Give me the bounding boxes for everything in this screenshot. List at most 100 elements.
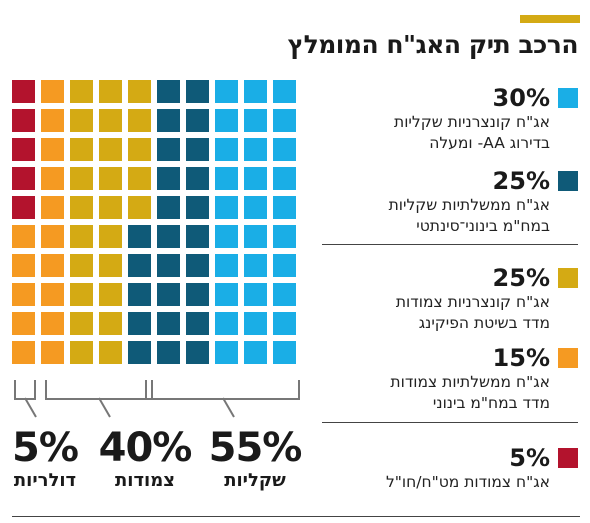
waffle-cell xyxy=(41,225,64,248)
legend-item: 30% אג"ח קונצרניות שקליות בדירוג AA- ומע… xyxy=(394,84,578,154)
waffle-cell xyxy=(70,138,93,161)
chart-title: הרכב תיק האג"ח המומלץ xyxy=(287,30,579,59)
waffle-cell xyxy=(41,254,64,277)
brace-stem-dollar xyxy=(24,397,37,418)
waffle-cell xyxy=(273,312,296,335)
legend-item: 25% אג"ח קונצרניות צמודות מדד בשיטת הפיק… xyxy=(396,264,578,334)
brace-stem-shekel xyxy=(222,397,235,418)
waffle-cell xyxy=(244,80,267,103)
waffle-cell xyxy=(12,167,35,190)
legend-desc-line: אג"ח צמודות מט"ח/חו"ל xyxy=(385,473,550,491)
legend-swatch xyxy=(558,171,578,191)
waffle-cell xyxy=(273,138,296,161)
waffle-cell xyxy=(157,254,180,277)
waffle-cell xyxy=(273,341,296,364)
waffle-cell xyxy=(70,312,93,335)
waffle-cell xyxy=(70,196,93,219)
waffle-cell xyxy=(215,225,238,248)
group-label-dollar: דולריות xyxy=(13,470,77,491)
legend-desc-line: מדד במח"מ בינוני xyxy=(432,394,550,412)
waffle-cell xyxy=(41,138,64,161)
waffle-cell xyxy=(70,254,93,277)
legend-desc-line: אג"ח ממשלתיות שקליות xyxy=(388,196,550,214)
waffle-cell xyxy=(186,341,209,364)
waffle-cell xyxy=(244,167,267,190)
waffle-cell xyxy=(215,80,238,103)
waffle-cell xyxy=(12,254,35,277)
waffle-cell xyxy=(215,167,238,190)
waffle-cell xyxy=(12,138,35,161)
waffle-cell xyxy=(99,283,122,306)
waffle-cell xyxy=(128,283,151,306)
waffle-cell xyxy=(157,80,180,103)
waffle-cell xyxy=(157,167,180,190)
legend-item: 5% אג"ח צמודות מט"ח/חו"ל xyxy=(386,444,578,493)
waffle-cell xyxy=(128,225,151,248)
waffle-cell xyxy=(244,341,267,364)
waffle-cell xyxy=(244,138,267,161)
waffle-cell xyxy=(215,312,238,335)
waffle-cell xyxy=(41,312,64,335)
legend-desc-line: במח"מ בינוני־סינתטי xyxy=(416,217,550,235)
waffle-cell xyxy=(157,341,180,364)
brace-stem-linked xyxy=(98,397,111,418)
waffle-cell xyxy=(41,80,64,103)
legend-pct: 15% xyxy=(492,344,550,372)
waffle-cell xyxy=(186,312,209,335)
waffle-cell xyxy=(12,80,35,103)
waffle-cell xyxy=(99,341,122,364)
legend-swatch xyxy=(558,88,578,108)
waffle-cell xyxy=(70,80,93,103)
legend-swatch xyxy=(558,448,578,468)
waffle-cell xyxy=(128,196,151,219)
waffle-cell xyxy=(244,312,267,335)
waffle-cell xyxy=(128,312,151,335)
waffle-cell xyxy=(99,109,122,132)
waffle-cell xyxy=(157,109,180,132)
waffle-cell xyxy=(12,109,35,132)
waffle-cell xyxy=(244,109,267,132)
waffle-cell xyxy=(99,312,122,335)
waffle-cell xyxy=(273,167,296,190)
waffle-cell xyxy=(215,196,238,219)
waffle-cell xyxy=(244,196,267,219)
waffle-cell xyxy=(12,341,35,364)
waffle-cell xyxy=(157,138,180,161)
waffle-grid xyxy=(12,80,302,370)
waffle-cell xyxy=(186,196,209,219)
legend-item: 15% אג"ח ממשלתיות צמודות מדד במח"מ בינונ… xyxy=(390,344,578,414)
waffle-cell xyxy=(99,254,122,277)
waffle-cell xyxy=(186,138,209,161)
waffle-cell xyxy=(215,254,238,277)
waffle-cell xyxy=(186,109,209,132)
legend-pct: 25% xyxy=(492,264,550,292)
waffle-cell xyxy=(157,225,180,248)
waffle-cell xyxy=(128,109,151,132)
waffle-cell xyxy=(41,109,64,132)
waffle-cell xyxy=(273,80,296,103)
waffle-cell xyxy=(99,167,122,190)
waffle-cell xyxy=(128,80,151,103)
waffle-cell xyxy=(12,283,35,306)
waffle-cell xyxy=(186,225,209,248)
legend-item: 25% אג"ח ממשלתיות שקליות במח"מ בינוני־סי… xyxy=(389,167,578,237)
bottom-rule xyxy=(12,516,580,517)
waffle-cell xyxy=(70,283,93,306)
legend-desc-line: אג"ח קונצרניות שקליות xyxy=(394,113,550,131)
waffle-cell xyxy=(70,167,93,190)
waffle-cell xyxy=(41,167,64,190)
legend-desc-line: אג"ח ממשלתיות צמודות xyxy=(390,373,550,391)
legend-desc-line: אג"ח קונצרניות צמודות xyxy=(395,293,550,311)
waffle-cell xyxy=(41,283,64,306)
waffle-cell xyxy=(70,225,93,248)
waffle-cell xyxy=(244,225,267,248)
accent-bar xyxy=(520,15,580,23)
waffle-cell xyxy=(128,167,151,190)
group-pct-dollar: 5% xyxy=(12,425,79,471)
legend-pct: 25% xyxy=(492,167,550,195)
waffle-cell xyxy=(273,283,296,306)
waffle-cell xyxy=(273,196,296,219)
waffle-cell xyxy=(128,341,151,364)
legend-desc-line: בדירוג AA- ומעלה xyxy=(429,134,550,152)
